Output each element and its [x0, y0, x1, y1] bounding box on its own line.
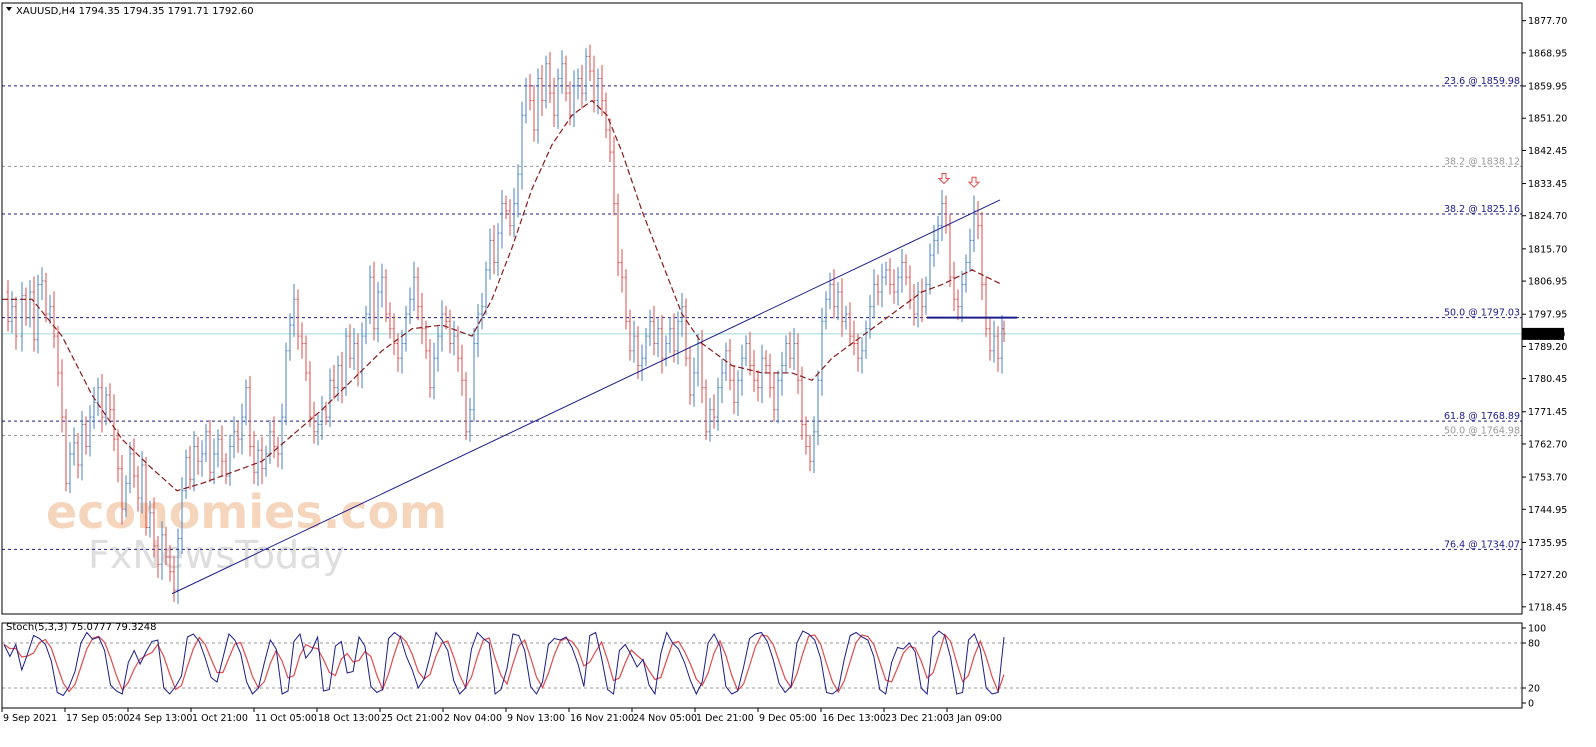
time-tick-label: 9 Dec 05:00 [759, 713, 817, 724]
moving-average-line [2, 99, 1003, 492]
time-tick-label: 16 Nov 21:00 [570, 713, 634, 724]
watermark: economies.com FxNewsToday [46, 485, 447, 577]
price-series [2, 44, 1017, 604]
time-tick-label: 16 Dec 13:00 [822, 713, 886, 724]
stoch-main-line [3, 630, 1005, 697]
time-tick-label: 24 Nov 05:00 [633, 713, 697, 724]
watermark-line1: economies.com [46, 485, 447, 539]
price-tick-label: 1727.20 [1528, 570, 1567, 581]
time-tick-label: 9 Sep 2021 [3, 713, 57, 724]
time-tick-label: 2 Nov 04:00 [444, 713, 502, 724]
time-tick-label: 23 Dec 21:00 [885, 713, 949, 724]
fibonacci-levels: 23.6 @ 1859.98 38.2 @ 1838.12 38.2 @ 1825.… [2, 76, 1522, 550]
stoch-tick-label: 100 [1528, 624, 1546, 635]
price-tick-label: 1780.45 [1528, 374, 1567, 385]
down-arrow-icon [937, 173, 951, 185]
fib-level-label: 76.4 @ 1734.07 [1444, 539, 1520, 550]
price-tick-label: 1789.20 [1528, 342, 1567, 353]
stoch-tick-label: 80 [1528, 639, 1540, 650]
price-panel-frame [1, 2, 1523, 615]
fib-level-label: 50.0 @ 1797.03 [1444, 308, 1520, 319]
price-tick-label: 1753.70 [1528, 473, 1567, 484]
time-tick-label: 25 Oct 21:00 [381, 713, 443, 724]
current-price-label: 1792.60 [1526, 329, 1565, 340]
current-price-badge [1522, 327, 1564, 340]
stoch-panel-frame [1, 622, 1523, 709]
stoch-tick-label: 20 [1528, 684, 1540, 695]
price-tick-label: 1797.95 [1528, 310, 1567, 321]
price-tick-label: 1842.45 [1528, 146, 1567, 157]
price-tick-label: 1868.95 [1528, 48, 1567, 59]
time-tick-label: 11 Oct 05:00 [255, 713, 317, 724]
stochastic-series [2, 630, 1522, 697]
symbol-header: XAUUSD,H4 1794.35 1794.35 1791.71 1792.6… [6, 6, 254, 17]
price-tick-label: 1851.20 [1528, 114, 1567, 125]
price-tick-label: 1815.70 [1528, 244, 1567, 255]
trendline [171, 199, 1001, 595]
price-tick-label: 1744.95 [1528, 505, 1567, 516]
time-tick-label: 17 Sep 05:00 [66, 713, 129, 724]
time-tick-label: 1 Dec 21:00 [696, 713, 754, 724]
watermark-line2: FxNewsToday [88, 533, 345, 577]
dropdown-triangle-icon[interactable] [6, 7, 12, 11]
price-tick-label: 1833.45 [1528, 179, 1567, 190]
price-tick-label: 1859.95 [1528, 82, 1567, 93]
time-tick-label: 3 Jan 09:00 [948, 713, 1002, 724]
time-tick-label: 9 Nov 13:00 [507, 713, 565, 724]
price-tick-label: 1771.45 [1528, 407, 1567, 418]
time-tick-label: 24 Sep 13:00 [129, 713, 192, 724]
price-tick-label: 1735.95 [1528, 538, 1567, 549]
time-tick-label: 1 Oct 21:00 [192, 713, 248, 724]
fib-level-label: 38.2 @ 1825.16 [1444, 204, 1520, 215]
fib-level-label: 38.2 @ 1838.12 [1444, 156, 1520, 167]
price-tick-label: 1718.45 [1528, 602, 1567, 613]
fib-level-label: 23.6 @ 1859.98 [1444, 76, 1520, 87]
axes: 1877.70 1868.95 1859.95 1851.20 1842.45 1833.… [1, 2, 1567, 724]
fib-level-label: 61.8 @ 1768.89 [1444, 411, 1520, 422]
symbol-line: XAUUSD,H4 1794.35 1794.35 1791.71 1792.6… [16, 6, 254, 17]
price-tick-label: 1824.70 [1528, 211, 1567, 222]
price-tick-label: 1877.70 [1528, 16, 1567, 27]
down-arrow-icon [967, 176, 981, 188]
fib-level-label: 50.0 @ 1764.98 [1444, 426, 1520, 437]
price-tick-label: 1762.70 [1528, 439, 1567, 450]
stoch-line: Stoch(5,3,3) 75.0777 79.3248 [6, 622, 157, 633]
price-tick-label: 1806.95 [1528, 277, 1567, 288]
stoch-tick-label: 0 [1528, 699, 1534, 710]
time-tick-label: 18 Oct 13:00 [318, 713, 380, 724]
